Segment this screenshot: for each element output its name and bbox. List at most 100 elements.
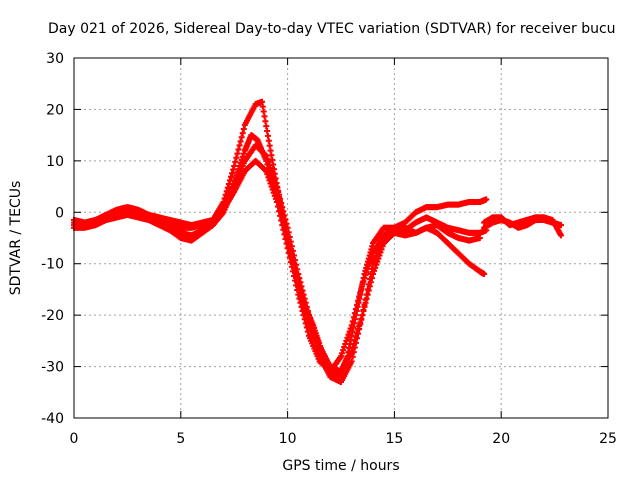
data-point: [233, 154, 240, 161]
data-point: [227, 173, 234, 180]
data-point: [270, 174, 277, 181]
data-point: [359, 281, 366, 288]
data-point: [339, 350, 346, 357]
y-tick-label: -40: [41, 411, 64, 427]
data-point: [237, 138, 244, 145]
data-point: [299, 287, 306, 294]
series-track-4: [71, 157, 483, 375]
data-point: [301, 316, 308, 323]
data-point: [309, 331, 316, 338]
data-point: [284, 245, 291, 252]
data-point: [310, 324, 317, 331]
data-point: [267, 165, 274, 172]
y-tick-label: -20: [41, 308, 64, 324]
data-point: [358, 315, 365, 322]
data-point: [285, 229, 292, 236]
data-point: [292, 277, 299, 284]
x-tick-label: 15: [385, 431, 403, 447]
data-point: [271, 192, 278, 199]
data-point: [299, 308, 306, 315]
data-point: [368, 253, 375, 260]
data-point: [302, 320, 309, 327]
data-point: [295, 271, 302, 277]
data-point: [362, 299, 369, 306]
data-point: [371, 267, 378, 274]
data-point: [297, 299, 304, 306]
data-point: [274, 187, 281, 194]
data-point: [347, 325, 354, 332]
chart-title: Day 021 of 2026, Sidereal Day-to-day VTE…: [48, 21, 616, 37]
data-point: [263, 168, 270, 175]
data-point: [348, 348, 355, 355]
data-point: [367, 256, 374, 263]
data-point: [558, 222, 565, 229]
data-point: [294, 286, 301, 293]
data-point: [303, 303, 310, 310]
data-point: [264, 155, 271, 162]
data-point: [368, 275, 375, 282]
data-point: [301, 295, 308, 302]
data-point: [291, 273, 298, 280]
data-point: [289, 247, 296, 254]
data-point: [282, 216, 289, 223]
data-point: [312, 330, 319, 337]
data-point: [226, 177, 233, 184]
data-point: [279, 222, 286, 229]
data-point: [311, 327, 318, 334]
data-point: [264, 171, 271, 178]
data-point: [363, 295, 370, 302]
data-point: [288, 243, 295, 250]
data-point: [338, 353, 344, 360]
data-point: [355, 297, 362, 304]
data-point: [265, 174, 272, 181]
data-point: [558, 232, 565, 239]
data-point: [239, 130, 246, 137]
data-point: [286, 254, 293, 261]
data-point: [476, 235, 483, 241]
data-point: [341, 344, 348, 351]
data-point: [296, 295, 303, 302]
data-point: [308, 318, 315, 325]
x-axis-label: GPS time / hours: [282, 458, 399, 474]
data-point: [358, 285, 365, 292]
data-point: [266, 177, 273, 184]
y-tick-label: 30: [46, 51, 64, 67]
data-point: [377, 249, 384, 256]
data-point: [272, 195, 279, 202]
y-tick-label: -10: [41, 257, 64, 273]
data-point: [372, 264, 379, 271]
data-point: [240, 125, 247, 132]
data-point: [293, 261, 300, 268]
data-point: [284, 224, 291, 231]
data-point: [287, 238, 294, 245]
data-point: [298, 303, 305, 310]
x-tick-label: 0: [70, 431, 79, 447]
data-point: [292, 257, 299, 264]
y-tick-label: -30: [41, 360, 64, 376]
plot-frame: [73, 57, 609, 419]
data-point: [302, 299, 309, 306]
data-point: [273, 183, 280, 190]
data-point: [307, 315, 314, 322]
data-point: [351, 337, 358, 344]
data-point: [356, 322, 363, 329]
data-point: [239, 153, 246, 160]
data-point: [345, 331, 352, 338]
data-point: [238, 134, 245, 141]
data-point: [266, 161, 273, 168]
data-point: [348, 358, 355, 365]
data-point: [283, 220, 290, 227]
y-axis-label: SDTVAR / TECUs: [8, 181, 24, 296]
data-point: [354, 301, 361, 308]
series-track-6: [481, 214, 565, 239]
data-point: [360, 278, 367, 285]
data-point: [274, 203, 281, 210]
x-tick-label: 10: [279, 431, 297, 447]
data-point: [273, 199, 280, 205]
data-point: [268, 168, 275, 175]
data-point: [224, 184, 231, 191]
data-point: [365, 287, 372, 294]
data-point: [300, 291, 307, 298]
data-point: [360, 308, 367, 315]
data-point: [291, 252, 298, 259]
